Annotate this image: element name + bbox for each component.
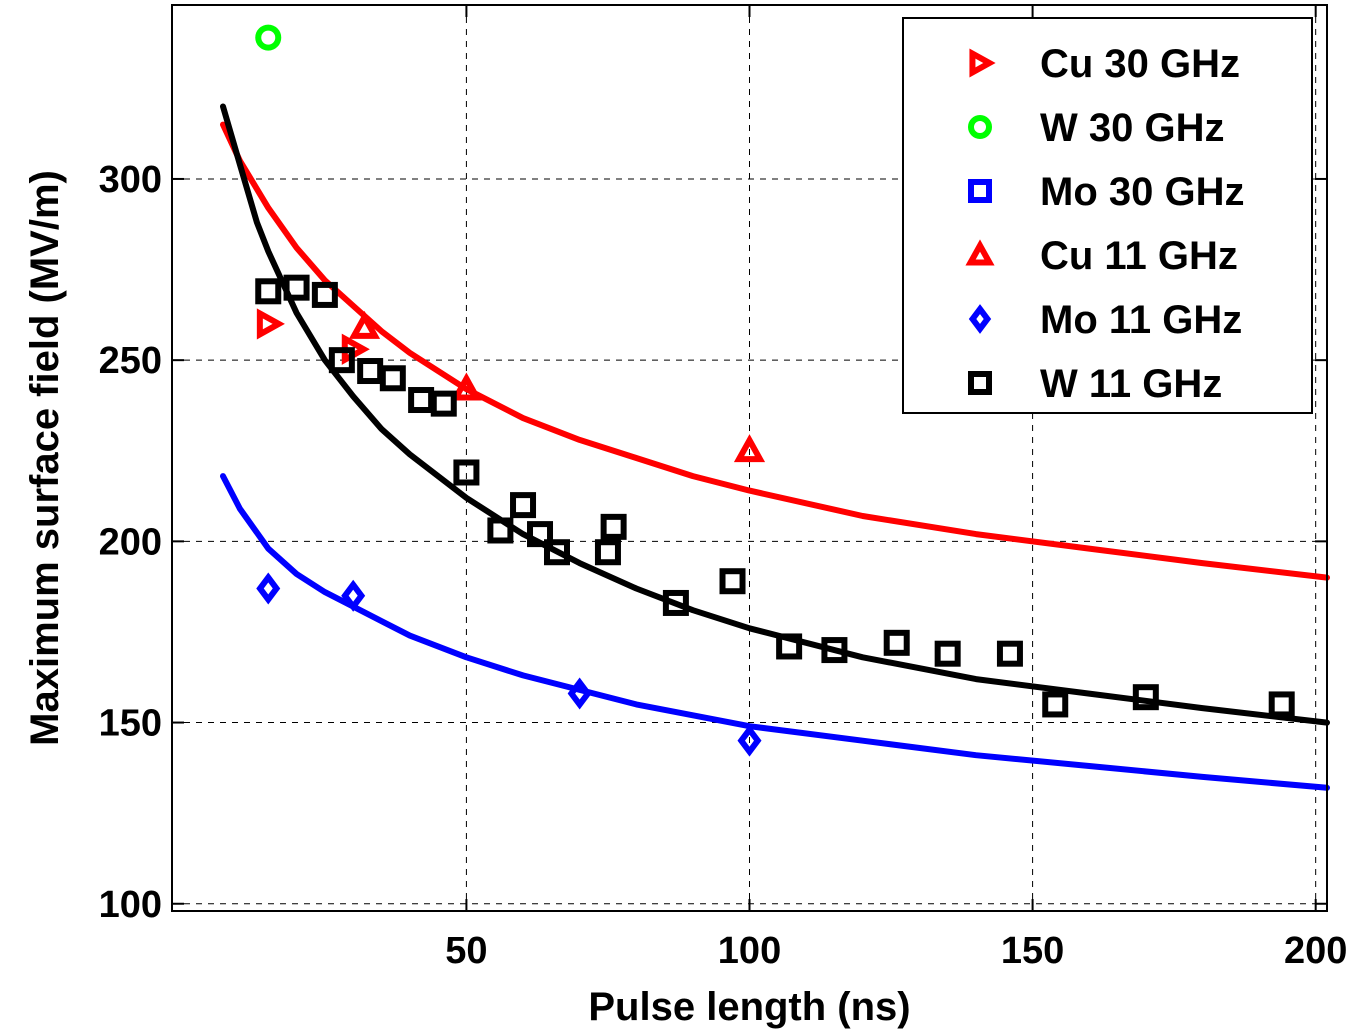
legend-marker [969,48,996,78]
fit-curve [220,121,1330,581]
data-point [883,629,910,656]
data-point [311,281,338,308]
data-point [430,390,457,417]
x-tick-label: 200 [1284,930,1347,972]
legend-marker [968,115,992,139]
legend-label: W 11 GHz [1040,362,1222,406]
data-point [379,365,406,392]
legend-label: W 30 GHz [1040,106,1224,150]
data-point [821,637,848,664]
data-point [487,517,514,544]
data-point [737,724,762,757]
data-point [662,589,689,616]
legend-marker [965,239,995,266]
legend-label: Mo 11 GHz [1040,298,1242,342]
data-point [328,347,355,374]
data-point [733,434,766,463]
data-point [1042,691,1069,718]
y-tick-label: 100 [99,884,162,926]
x-tick-label: 50 [445,930,487,972]
data-point [256,572,281,605]
x-tick-label: 100 [718,930,781,972]
data-point [567,677,592,710]
data-point [776,633,803,660]
data-markers [255,24,1295,757]
fit-curves [220,103,1330,791]
data-point [594,539,621,566]
y-tick-label: 250 [99,340,162,382]
data-point [256,308,285,340]
x-tick-label: 150 [1001,930,1064,972]
data-point [348,310,381,339]
plot-frame [171,4,1328,912]
data-point [996,640,1023,667]
data-point [1132,684,1159,711]
legend: Cu 30 GHz W 30 GHz Mo 30 GHz Cu 11 GHz Mo 11… [902,17,1313,414]
legend-marker [968,304,992,334]
legend-label: Cu 11 GHz [1040,234,1238,278]
y-tick-label: 150 [99,703,162,745]
data-point [453,459,480,486]
data-point [255,24,282,51]
data-point [719,568,746,595]
data-point [341,579,366,612]
fit-curve [220,103,1330,726]
y-tick-label: 200 [99,521,162,563]
data-point [510,492,537,519]
data-point [600,513,627,540]
fit-curve [220,473,1330,791]
data-point [1268,691,1295,718]
x-axis-title: Pulse length (ns) [588,985,910,1029]
y-tick-label: 300 [99,159,162,201]
y-axis-title: Maximum surface field (MV/m) [23,170,67,746]
legend-marker [968,179,992,203]
data-point [283,274,310,301]
data-point [450,372,483,401]
data-point [255,278,282,305]
legend-label: Mo 30 GHz [1040,170,1244,214]
legend-marker [968,371,992,395]
legend-label: Cu 30 GHz [1040,42,1240,86]
legend-box [902,17,1313,414]
axis-ticks: 50 100 150 200 100 150 200 250 300 [99,5,1347,972]
data-point [527,521,554,548]
data-point [544,539,570,566]
data-point [934,640,961,667]
